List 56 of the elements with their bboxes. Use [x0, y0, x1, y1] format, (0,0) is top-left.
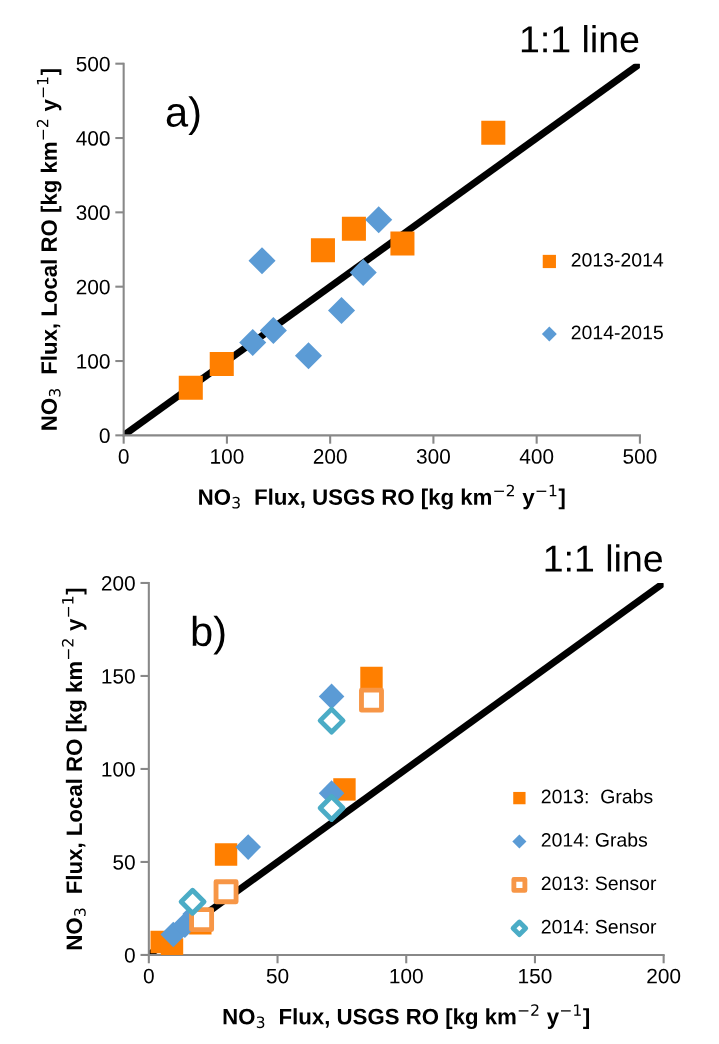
legend-label: 2013: Grabs: [541, 789, 653, 804]
point: [239, 328, 267, 356]
annotation: a): [166, 96, 200, 136]
y-axis-title: NO$_{3}$ Flux, Local RO [kg km$^{−2}$ y$^{−1}$]: [36, 69, 62, 430]
legend-label: 2013: Sensor: [541, 876, 657, 891]
point: [235, 834, 261, 860]
legend-label: 2014-2015: [571, 325, 663, 340]
legend-label: 2013-2014: [571, 253, 664, 267]
point: [213, 879, 239, 905]
point: [327, 296, 356, 325]
y-tick-label: 400: [76, 131, 110, 146]
x-tick-label: 200: [647, 968, 681, 984]
y-axis-title: NO$_{3}$ Flux, Local RO [kg km$^{−2}$ y$^{−1}$]: [61, 588, 87, 950]
point: [365, 206, 393, 234]
point: [349, 259, 377, 287]
point: [359, 687, 384, 713]
x-tick-label: 50: [266, 968, 289, 984]
point: [214, 843, 238, 866]
series-label: 1:1 line: [545, 544, 662, 572]
point: [360, 666, 383, 690]
point: [259, 317, 287, 345]
point: [248, 247, 276, 275]
point: [294, 342, 323, 370]
point: [178, 375, 203, 400]
point: [341, 216, 366, 241]
series-label: 1:1 line: [521, 25, 639, 53]
y-tick-label: 100: [102, 761, 135, 777]
x-tick-label: 100: [390, 968, 423, 984]
point: [317, 706, 346, 735]
y-tick-label: 200: [101, 575, 135, 591]
legend-label: 2014: Grabs: [541, 832, 648, 847]
x-tick-label: 0: [143, 968, 154, 984]
x-tick-label: 500: [623, 449, 657, 464]
x-tick-label: 100: [211, 449, 244, 464]
annotation: b): [192, 615, 225, 655]
point: [310, 238, 335, 263]
x-tick-label: 200: [313, 449, 347, 464]
x-tick-label: 400: [519, 449, 554, 464]
y-tick-label: 50: [113, 854, 135, 870]
point: [481, 120, 506, 145]
point: [317, 794, 346, 822]
point: [318, 683, 345, 710]
x-axis-title: NO$_{3}$ Flux, USGS RO [kg km$^{−2}$ y$^{−1}$]: [199, 484, 565, 510]
y-tick-label: 0: [124, 947, 135, 963]
point: [390, 231, 415, 256]
y-tick-label: 100: [77, 354, 110, 369]
x-tick-label: 150: [519, 968, 552, 984]
point: [209, 351, 234, 377]
legend-label: 2014: Sensor: [541, 919, 657, 934]
y-tick-label: 150: [102, 668, 135, 684]
x-axis-title: NO$_{3}$ Flux, USGS RO [kg km$^{−2}$ y$^{−1}$]: [223, 1004, 590, 1029]
y-tick-label: 200: [76, 279, 110, 295]
y-tick-label: 0: [99, 428, 110, 444]
y-tick-label: 500: [76, 56, 110, 72]
x-tick-label: 300: [416, 449, 450, 464]
y-tick-label: 300: [76, 205, 110, 221]
